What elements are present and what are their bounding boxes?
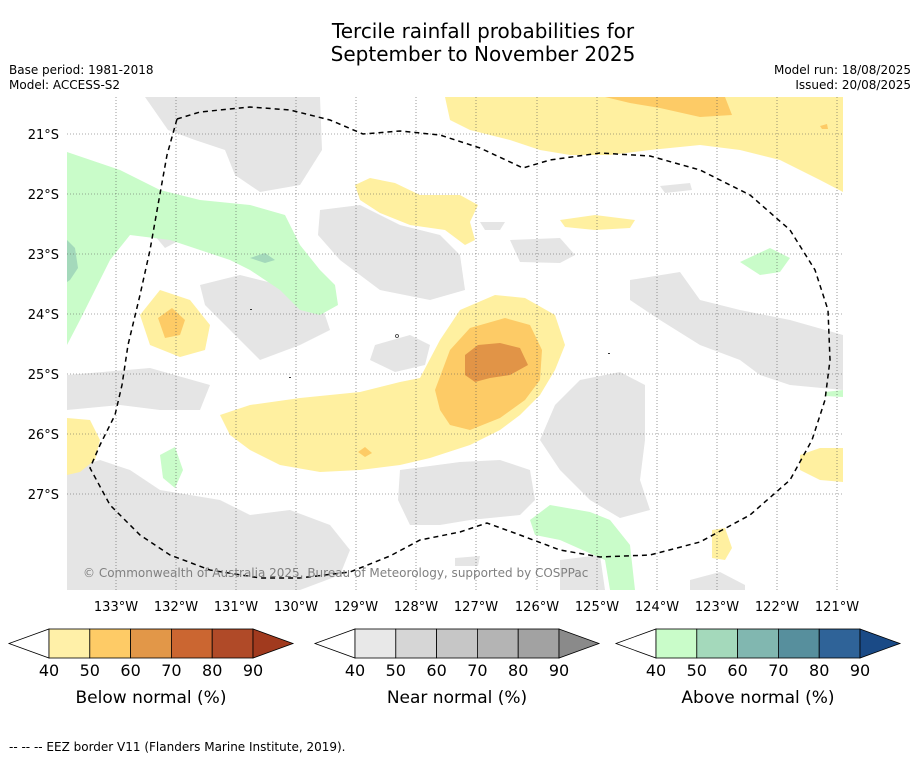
colorbar-tick: 90 — [850, 661, 870, 680]
colorbar-tick: 60 — [120, 661, 140, 680]
latitude-label: 27°S — [28, 488, 59, 503]
colorbar-max-arrow — [252, 628, 295, 659]
colorbar-tick: 40 — [646, 661, 666, 680]
colorbar-tick: 40 — [345, 661, 365, 680]
eez-footnote: -- -- -- EEZ border V11 (Flanders Marine… — [9, 740, 346, 754]
longitude-label: 132°W — [154, 600, 198, 615]
longitude-label: 124°W — [635, 600, 679, 615]
colorbar-segment — [354, 628, 397, 659]
above-normal-regions — [67, 152, 843, 590]
colorbar-label: Above normal (%) — [681, 688, 834, 708]
colorbar-1: 40 50 60 70 80 90 Below normal (%) — [7, 628, 295, 708]
latitude-label: 26°S — [28, 428, 59, 443]
longitude-label: 130°W — [274, 600, 318, 615]
colorbar-2: 40 50 60 70 80 90 Near normal (%) — [313, 628, 601, 708]
colorbar-tick: 80 — [202, 661, 222, 680]
eez-border — [89, 106, 831, 579]
meta-left: Base period: 1981-2018 Model: ACCESS-S2 — [9, 63, 154, 93]
colorbar-tick: 80 — [508, 661, 528, 680]
longitude-label: 126°W — [515, 600, 559, 615]
colorbar-segment — [170, 628, 213, 659]
latitude-label: 23°S — [28, 248, 59, 263]
model-run: Model run: 18/08/2025 — [773, 63, 911, 77]
colorbar-segment — [696, 628, 738, 659]
colorbar-segment — [517, 628, 560, 659]
colorbar-tick: 80 — [809, 661, 829, 680]
latitude-label: 22°S — [28, 188, 59, 203]
colorbar-min-arrow — [614, 628, 657, 659]
longitude-label: 123°W — [695, 600, 739, 615]
longitude-label: 131°W — [214, 600, 258, 615]
colorbar-min-arrow — [313, 628, 356, 659]
longitude-label: 125°W — [575, 600, 619, 615]
colorbar-tick: 90 — [243, 661, 263, 680]
latitude-labels: 21°S 22°S 23°S 24°S 25°S 26°S 27°S — [28, 128, 59, 503]
colorbar-tick: 50 — [80, 661, 100, 680]
colorbar-tick: 50 — [386, 661, 406, 680]
colorbar-segment — [778, 628, 820, 659]
base-period: Base period: 1981-2018 — [9, 63, 154, 77]
colorbar-label: Near normal (%) — [387, 688, 527, 708]
colorbar-segment — [436, 628, 478, 659]
colorbar-max-arrow — [558, 628, 601, 659]
copyright-notice: © Commonwealth of Australia 2025, Bureau… — [83, 566, 588, 580]
colorbar-segment — [655, 628, 698, 659]
colorbar-tick: 50 — [687, 661, 707, 680]
near-normal-regions — [67, 97, 843, 590]
longitude-label: 121°W — [815, 600, 859, 615]
model-name: Model: ACCESS-S2 — [9, 78, 121, 92]
colorbar-segment — [130, 628, 172, 659]
colorbar-segment — [395, 628, 437, 659]
colorbar-3: 40 50 60 70 80 90 Above normal (%) — [614, 628, 902, 708]
small-markers — [250, 309, 610, 378]
longitude-label: 129°W — [334, 600, 378, 615]
colorbar-legends: 40 50 60 70 80 90 Below normal (%) 40 50 60 70 80 90… — [7, 628, 902, 708]
latitude-label: 21°S — [28, 128, 59, 143]
below-normal-60 — [465, 343, 528, 382]
title-line-1: Tercile rainfall probabilities for — [331, 19, 635, 43]
longitude-label: 133°W — [94, 600, 138, 615]
colorbar-segment — [211, 628, 254, 659]
issued-date: Issued: 20/08/2025 — [795, 78, 911, 92]
above-normal-50 — [67, 240, 275, 282]
latitude-label: 25°S — [28, 368, 59, 383]
colorbar-segment — [48, 628, 91, 659]
latitude-label: 24°S — [28, 308, 59, 323]
probability-shading — [67, 97, 843, 590]
longitude-label: 128°W — [394, 600, 438, 615]
colorbar-segment — [89, 628, 132, 659]
colorbar-segment — [476, 628, 519, 659]
title-line-2: September to November 2025 — [330, 42, 636, 66]
colorbar-label: Below normal (%) — [76, 688, 227, 708]
colorbar-tick: 70 — [768, 661, 788, 680]
longitude-label: 122°W — [755, 600, 799, 615]
longitude-labels: 133°W 132°W 131°W 130°W 129°W 128°W 127°W 126°W… — [94, 600, 859, 615]
colorbar-max-arrow — [859, 628, 902, 659]
colorbar-tick: 60 — [727, 661, 747, 680]
meta-right: Model run: 18/08/2025 Issued: 20/08/2025 — [774, 63, 911, 93]
map-title: Tercile rainfall probabilities for Septe… — [0, 20, 919, 66]
colorbar-min-arrow — [7, 628, 50, 659]
longitude-label: 127°W — [454, 600, 498, 615]
colorbar-tick: 70 — [467, 661, 487, 680]
colorbar-tick: 70 — [161, 661, 181, 680]
colorbar-segment — [818, 628, 861, 659]
colorbar-tick: 90 — [549, 661, 569, 680]
colorbar-segment — [737, 628, 779, 659]
colorbar-tick: 40 — [39, 661, 59, 680]
colorbar-tick: 60 — [426, 661, 446, 680]
gridlines — [67, 97, 843, 590]
